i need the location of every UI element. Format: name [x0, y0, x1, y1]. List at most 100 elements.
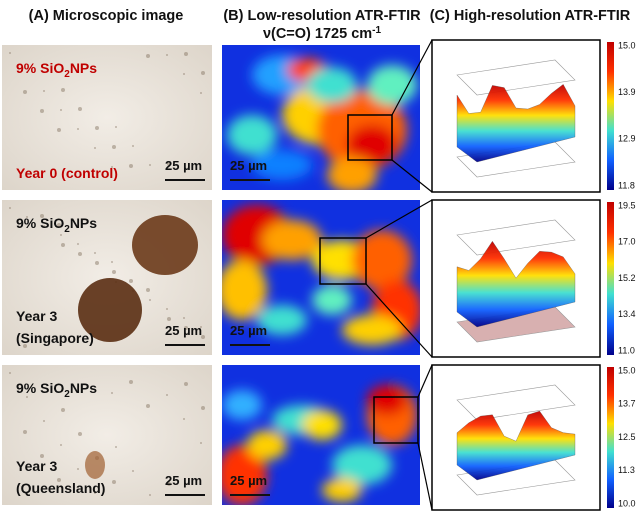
- speckle: [61, 408, 65, 412]
- colorbar: [607, 42, 614, 190]
- colorbar-label: 13.4: [618, 309, 636, 319]
- row: 9% SiO2NPsYear 0 (control)25 µm25 µm15.0…: [2, 40, 636, 193]
- speckle: [77, 128, 79, 130]
- colorbar-label: 11.3: [618, 465, 635, 475]
- speckle: [129, 279, 133, 283]
- speckle: [77, 243, 79, 245]
- speckle: [146, 404, 150, 408]
- scale-label: 25 µm: [230, 473, 267, 488]
- speckle: [61, 88, 65, 92]
- speckle: [146, 288, 150, 292]
- speckle: [200, 442, 202, 444]
- colorbar-label: 11.0: [618, 345, 635, 355]
- speckle: [201, 406, 205, 410]
- header-b-sup: -1: [372, 25, 381, 36]
- speckle: [129, 164, 133, 168]
- scale-label: 25 µm: [165, 473, 202, 488]
- speckle: [95, 126, 99, 130]
- scale-label: 25 µm: [230, 158, 267, 173]
- speckle: [94, 147, 96, 149]
- header-b-text: ν(C=O) 1725 cm: [263, 26, 372, 42]
- colorbar-label: 12.9: [618, 134, 636, 144]
- heat-blob: [312, 285, 352, 315]
- speckle: [183, 418, 185, 420]
- speckle: [201, 71, 205, 75]
- speckle: [132, 145, 134, 147]
- condition-label: Year 3: [16, 308, 57, 324]
- speckle: [149, 494, 151, 496]
- speckle: [111, 392, 113, 394]
- sample-suffix: NPs: [70, 60, 97, 76]
- speckle: [166, 54, 168, 56]
- colorbar-label: 13.7: [618, 399, 636, 409]
- speckle: [149, 299, 151, 301]
- speckle: [166, 394, 168, 396]
- speckle: [77, 468, 79, 470]
- speckle: [78, 107, 82, 111]
- speckle: [111, 261, 113, 263]
- heat-blob: [367, 385, 407, 415]
- speckle: [166, 308, 168, 310]
- colorbar-label: 15.0: [618, 40, 636, 50]
- condition-label: (Queensland): [16, 480, 105, 496]
- speckle: [26, 396, 28, 398]
- speckle: [149, 164, 151, 166]
- speckle: [60, 109, 62, 111]
- speckle: [61, 243, 65, 247]
- speckle: [132, 470, 134, 472]
- heat-blob: [217, 260, 267, 320]
- sample-suffix: NPs: [70, 215, 97, 231]
- figure: (A) Microscopic image (B) Low-resolution…: [0, 0, 638, 514]
- corrosion: [85, 451, 105, 479]
- corrosion: [132, 215, 198, 275]
- colorbar: [607, 367, 614, 508]
- speckle: [40, 109, 44, 113]
- connector: [418, 365, 432, 397]
- speckle: [23, 430, 27, 434]
- speckle: [43, 420, 45, 422]
- speckle: [112, 480, 116, 484]
- sample-text: 9% SiO: [16, 60, 64, 76]
- speckle: [184, 52, 188, 56]
- speckle: [94, 252, 96, 254]
- condition-label: Year 3: [16, 458, 57, 474]
- heat-blob: [342, 315, 402, 345]
- heat-blob: [367, 65, 417, 105]
- colorbar-label: 13.9: [618, 87, 636, 97]
- speckle: [78, 252, 82, 256]
- colorbar-label: 15.0: [618, 365, 636, 375]
- speckle: [95, 261, 99, 265]
- colorbar-label: 17.0: [618, 237, 636, 247]
- heat-blob: [227, 115, 277, 155]
- condition-label: Year 0 (control): [16, 165, 118, 181]
- speckle: [129, 380, 133, 384]
- speckle: [112, 145, 116, 149]
- speckle: [184, 382, 188, 386]
- sample-text: 9% SiO: [16, 215, 64, 231]
- header-a: (A) Microscopic image: [29, 8, 184, 24]
- sample-suffix: NPs: [70, 380, 97, 396]
- speckle: [167, 317, 171, 321]
- heat-blob: [302, 410, 342, 440]
- header-b: (B) Low-resolution ATR-FTIR: [223, 8, 421, 24]
- speckle: [183, 73, 185, 75]
- scale-label: 25 µm: [165, 323, 202, 338]
- speckle: [9, 372, 11, 374]
- speckle: [60, 234, 62, 236]
- speckle: [60, 444, 62, 446]
- colorbar: [607, 202, 614, 355]
- colorbar-label: 10.0: [618, 498, 636, 508]
- heat-blob: [247, 430, 287, 460]
- speckle: [146, 54, 150, 58]
- scale-label: 25 µm: [230, 323, 267, 338]
- speckle: [23, 90, 27, 94]
- colorbar-label: 15.2: [618, 273, 636, 283]
- speckle: [112, 270, 116, 274]
- speckle: [200, 92, 202, 94]
- colorbar-label: 12.5: [618, 432, 636, 442]
- rows: 9% SiO2NPsYear 0 (control)25 µm25 µm15.0…: [2, 40, 636, 510]
- heat-blob: [262, 220, 322, 260]
- speckle: [9, 52, 11, 54]
- sample-text: 9% SiO: [16, 380, 64, 396]
